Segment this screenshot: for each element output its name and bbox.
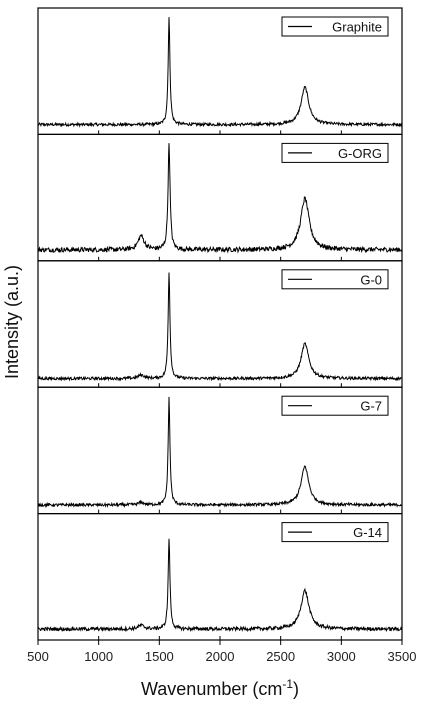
x-tick-label: 2500 [266, 649, 295, 664]
legend-box [281, 522, 389, 543]
panels-layer: Graphite G-ORG G-0 G-7 G-14 [37, 7, 403, 641]
spectrum-panel-g-14: G-14 [37, 512, 403, 641]
legend-box [281, 269, 389, 290]
x-tick-label: 2000 [206, 649, 235, 664]
x-axis-unit-base: cm [258, 679, 282, 699]
spectrum-line-g-7 [37, 396, 403, 509]
legend-g-org: G-ORG [281, 142, 389, 163]
legend-g-0: G-0 [281, 269, 389, 290]
spectrum-panel-g-org: G-ORG [37, 133, 403, 262]
legend-g-7: G-7 [281, 395, 389, 416]
spectrum-line-graphite [37, 17, 403, 128]
x-axis-unit-close: ) [293, 679, 299, 699]
spectrum-line-g-org [37, 143, 403, 254]
x-tick-label: 3000 [327, 649, 356, 664]
legend-label: Graphite [332, 20, 382, 35]
spectrum-panel-graphite: Graphite [37, 7, 403, 136]
legend-box [281, 142, 389, 163]
spectrum-panel-g-0: G-0 [37, 260, 403, 388]
legend-label: G-7 [360, 399, 382, 414]
x-axis-unit-open: ( [247, 679, 258, 699]
legend-label: G-ORG [338, 146, 382, 161]
x-axis-title: Wavenumber (cm-1) [141, 677, 299, 699]
spectrum-panel-g-7: G-7 [37, 386, 403, 515]
x-tick-label: 3500 [388, 649, 417, 664]
legend-g-14: G-14 [281, 522, 389, 543]
x-axis-ticks: 500 1000 1500 2000 2500 3000 3500 [27, 640, 416, 664]
spectrum-line-g-14 [37, 538, 403, 633]
x-tick-label: 500 [27, 649, 49, 664]
legend-box [281, 395, 389, 416]
legend-box [281, 16, 389, 37]
legend-graphite: Graphite [281, 16, 389, 37]
x-tick-label: 1000 [84, 649, 113, 664]
x-axis-title-text: Wavenumber [141, 679, 247, 699]
legend-label: G-14 [353, 525, 382, 540]
x-tick-label: 1500 [145, 649, 174, 664]
spectrum-line-g-0 [37, 272, 402, 382]
x-axis-unit-exponent: -1 [282, 677, 293, 691]
legend-label: G-0 [360, 272, 382, 287]
y-axis-title: Intensity (a.u.) [2, 265, 22, 379]
